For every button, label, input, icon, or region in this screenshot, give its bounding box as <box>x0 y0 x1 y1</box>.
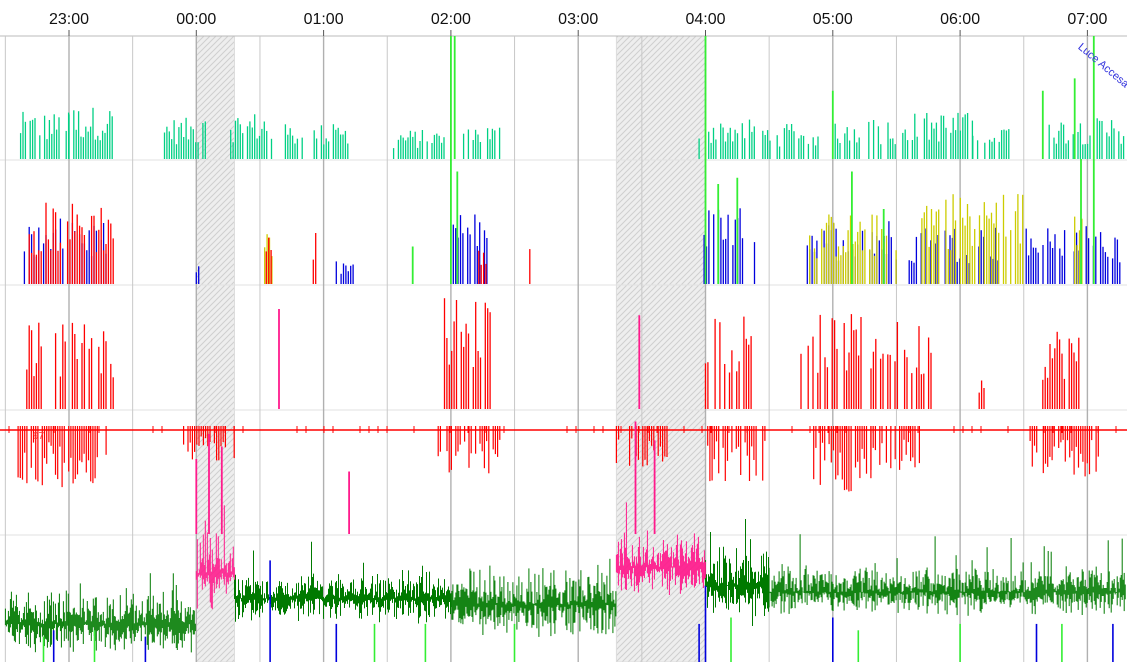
x-tick-label: 02:00 <box>431 11 471 28</box>
x-tick-label: 05:00 <box>813 11 853 28</box>
x-tick-label: 00:00 <box>176 11 216 28</box>
x-tick-label: 04:00 <box>685 11 725 28</box>
x-axis-ticks: 23:00 00:00 01:00 02:00 03:00 04:00 05:00 06:00… <box>49 11 1108 36</box>
threshold-label: 97 <box>33 431 45 442</box>
x-tick-label: 03:00 <box>558 11 598 28</box>
shaded-periods <box>195 35 707 663</box>
x-tick-label: 01:00 <box>304 11 344 28</box>
series-layer <box>0 36 1127 662</box>
x-tick-label: 07:00 <box>1067 11 1107 28</box>
x-tick-label: 23:00 <box>49 11 89 28</box>
lights-annotation: Luce Accesa (Lights Off) <box>1075 41 1127 127</box>
shaded-period-1 <box>615 35 707 663</box>
x-tick-label: 06:00 <box>940 11 980 28</box>
